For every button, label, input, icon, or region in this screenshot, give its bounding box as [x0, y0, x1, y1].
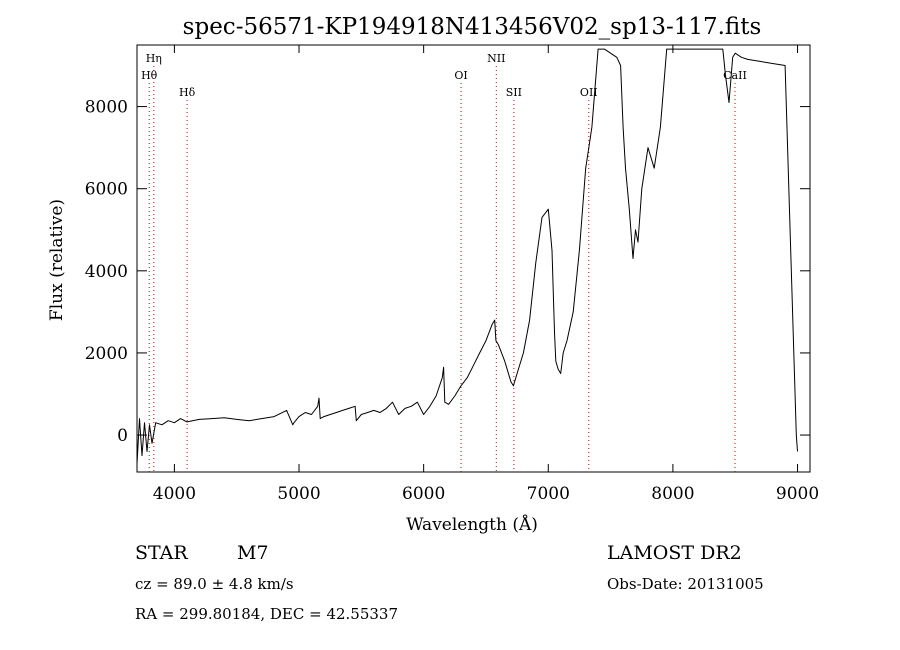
x-tick-label: 5000	[277, 484, 320, 504]
x-tick-label: 9000	[776, 484, 819, 504]
line-marker-label: CaII	[723, 69, 747, 82]
spectrum-series	[136, 48, 798, 464]
plot-frame	[136, 44, 811, 473]
survey-name: LAMOST DR2	[607, 542, 742, 564]
y-axis-label: Flux (relative)	[47, 199, 67, 321]
x-tick-label: 6000	[402, 484, 445, 504]
x-axis-label: Wavelength (Å)	[406, 514, 538, 535]
line-marker-label: SII	[506, 86, 522, 99]
observation-date: Obs-Date: 20131005	[607, 575, 764, 593]
x-tick-label: 8000	[651, 484, 694, 504]
y-tick-label: 6000	[85, 180, 128, 200]
y-tick-label: 8000	[85, 98, 128, 118]
line-marker-label: Hθ	[141, 69, 158, 82]
line-marker-label: Hη	[146, 52, 162, 65]
spectrum-line	[136, 48, 798, 464]
y-tick-label: 2000	[85, 344, 128, 364]
line-marker-label: Hδ	[179, 86, 196, 99]
x-tick-label: 4000	[153, 484, 196, 504]
axis-ticks: 4000 5000 6000 7000 8000 9000 0 2000 4000 6000 800…	[85, 45, 819, 504]
object-type: STAR	[135, 542, 188, 564]
redshift-velocity: cz = 89.0 ± 4.8 km/s	[135, 575, 294, 593]
emission-line-markers: Hη Hθ Hδ OI NII SII OII CaII	[141, 52, 747, 472]
line-marker-label: OII	[580, 86, 598, 99]
line-marker-label: NII	[487, 52, 505, 65]
object-subclass: M7	[237, 542, 269, 564]
line-marker-label: OI	[454, 69, 467, 82]
x-tick-label: 7000	[527, 484, 570, 504]
chart-title: spec-56571-KP194918N413456V02_sp13-117.f…	[183, 14, 762, 40]
sky-coordinates: RA = 299.80184, DEC = 42.55337	[135, 605, 399, 623]
y-tick-label: 4000	[85, 262, 128, 282]
y-tick-label: 0	[117, 426, 128, 446]
